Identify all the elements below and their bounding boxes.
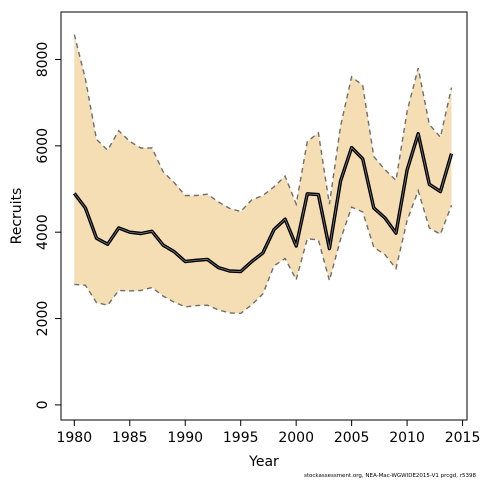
plot-layer	[72, 34, 454, 315]
upper-bound-line	[73, 34, 453, 213]
credit-text: stockassessment.org, NEA-Mac-WGWIDE2015-…	[303, 473, 476, 479]
x-tick-label: 2000	[278, 430, 314, 446]
confidence-band	[74, 34, 452, 314]
estimate-line-core	[74, 133, 452, 272]
x-tick-label: 1995	[223, 430, 259, 446]
lower-bound-line	[74, 188, 453, 315]
x-tick-label: 2015	[445, 430, 480, 446]
x-tick-label: 1985	[112, 430, 148, 446]
x-tick-label: 1990	[167, 430, 203, 446]
x-tick-label: 1980	[56, 430, 92, 446]
y-tick-label: 8000	[35, 42, 51, 78]
y-tick-label: 4000	[35, 214, 51, 250]
x-axis-label: Year	[248, 454, 279, 470]
y-tick-label: 0	[35, 400, 51, 409]
x-tick-label: 2010	[389, 430, 425, 446]
y-tick-label: 2000	[35, 301, 51, 337]
axis-layer: 1980 1985 1990 1995 2000 2005 2010 2015 0 2000 400…	[35, 42, 480, 446]
plot-frame	[60, 11, 468, 421]
y-axis-label: Recruits	[9, 188, 25, 245]
x-tick-label: 2005	[334, 430, 370, 446]
y-tick-label: 6000	[35, 128, 51, 164]
